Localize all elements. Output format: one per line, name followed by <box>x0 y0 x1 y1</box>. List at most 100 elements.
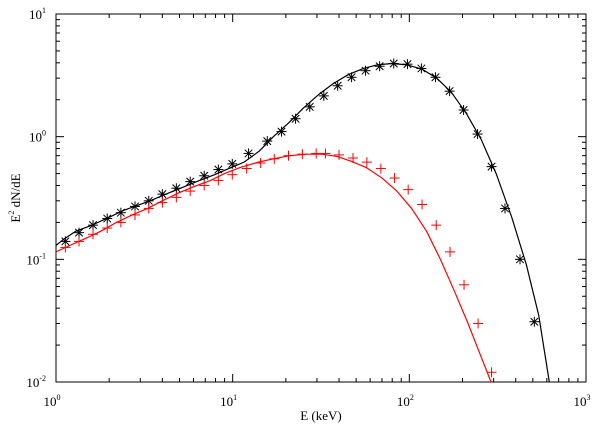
asterisk-marker <box>199 170 210 181</box>
plus-marker <box>88 229 99 240</box>
asterisk-marker <box>304 101 315 112</box>
asterisk-marker <box>262 136 273 147</box>
marker-stroke <box>530 317 539 326</box>
y-tick-label-base: 10 <box>26 252 39 267</box>
plus-marker <box>417 199 428 210</box>
plus-marker <box>431 220 442 231</box>
x-tick-label: 101 <box>220 393 237 409</box>
marker-stroke <box>487 162 496 171</box>
plus-marker <box>102 223 113 234</box>
marker-stroke <box>291 114 300 123</box>
plus-marker <box>403 184 414 195</box>
asterisk-marker <box>360 65 371 76</box>
marker-stroke <box>445 87 454 96</box>
asterisk-marker <box>318 90 329 101</box>
y-axis-label-base: E <box>8 215 23 223</box>
plus-marker <box>115 217 126 228</box>
plus-marker <box>143 203 154 214</box>
asterisk-marker <box>290 113 301 124</box>
asterisk-marker <box>388 58 399 69</box>
x-tick-label: 103 <box>574 393 591 409</box>
marker-stroke <box>74 228 84 237</box>
plus-marker <box>255 157 266 168</box>
plus-marker <box>297 149 308 160</box>
plus-marker <box>269 153 280 164</box>
x-tick-label-exp: 1 <box>233 393 237 402</box>
y-tick-label-base: 10 <box>29 130 42 145</box>
x-axis-label: E (keV) <box>300 408 342 423</box>
data-markers <box>60 58 540 378</box>
asterisk-marker <box>102 213 113 224</box>
plus-marker <box>171 192 182 203</box>
plus-marker <box>348 153 359 164</box>
asterisk-marker <box>171 183 182 194</box>
plus-marker <box>227 169 238 180</box>
y-tick-label-exp: -1 <box>39 251 46 260</box>
marker-stroke <box>333 81 342 90</box>
marker-stroke <box>172 184 181 193</box>
asterisk-marker <box>472 129 483 140</box>
asterisk-marker <box>227 158 238 169</box>
marker-stroke <box>244 149 253 158</box>
asterisk-marker <box>129 201 140 212</box>
plus-marker <box>375 163 386 174</box>
y-tick-label: 101 <box>29 6 46 22</box>
plus-marker <box>361 157 372 168</box>
plus-marker <box>213 175 224 186</box>
marker-stroke <box>186 177 195 186</box>
plus-marker <box>283 150 294 161</box>
asterisk-marker <box>115 207 126 218</box>
asterisk-marker <box>514 254 525 265</box>
x-tick-label-exp: 3 <box>587 393 591 402</box>
marker-stroke <box>500 204 510 213</box>
asterisk-marker <box>74 227 85 238</box>
data-series <box>56 62 550 382</box>
plus-marker <box>445 246 456 257</box>
asterisk-marker <box>402 59 413 70</box>
marker-stroke <box>88 221 98 230</box>
marker-stroke <box>61 237 70 246</box>
marker-stroke <box>361 66 370 75</box>
marker-stroke <box>403 60 412 69</box>
series-line-1 <box>56 153 492 382</box>
x-tick-label-base: 10 <box>220 394 233 409</box>
asterisk-marker <box>458 104 469 115</box>
asterisk-marker <box>416 63 427 74</box>
y-tick-label-exp: 0 <box>42 129 46 138</box>
y-axis-label-rest: dN/dE <box>8 173 23 210</box>
marker-stroke <box>277 127 286 136</box>
asterisk-marker <box>500 203 511 214</box>
plus-marker <box>74 236 85 247</box>
y-axis-label: E2 dN/dE <box>7 173 23 222</box>
marker-stroke <box>459 105 468 115</box>
plus-marker <box>185 186 196 197</box>
marker-stroke <box>144 196 153 205</box>
plus-marker <box>241 163 252 174</box>
y-tick-label: 10-1 <box>26 251 46 267</box>
y-tick-label-base: 10 <box>29 7 42 22</box>
marker-stroke <box>214 165 223 174</box>
plus-marker <box>320 148 331 159</box>
marker-stroke <box>158 190 167 199</box>
asterisk-marker <box>430 72 441 83</box>
x-tick-label-base: 10 <box>397 394 410 409</box>
y-tick-label: 100 <box>29 129 46 145</box>
y-tick-label-exp: -2 <box>39 374 46 383</box>
asterisk-marker <box>374 61 385 72</box>
plus-marker <box>157 197 168 208</box>
marker-stroke <box>263 137 272 146</box>
y-tick-label-exp: 1 <box>42 6 46 15</box>
asterisk-marker <box>213 164 224 175</box>
x-tick-label-exp: 2 <box>410 393 414 402</box>
series-line-0 <box>56 62 550 382</box>
plot-frame <box>55 13 587 383</box>
asterisk-marker <box>243 148 254 159</box>
marker-stroke <box>228 159 237 168</box>
marker-stroke <box>305 102 314 111</box>
marker-stroke <box>417 64 426 73</box>
marker-stroke <box>347 73 356 82</box>
asterisk-marker <box>332 80 343 91</box>
y-tick-label-base: 10 <box>26 375 39 390</box>
